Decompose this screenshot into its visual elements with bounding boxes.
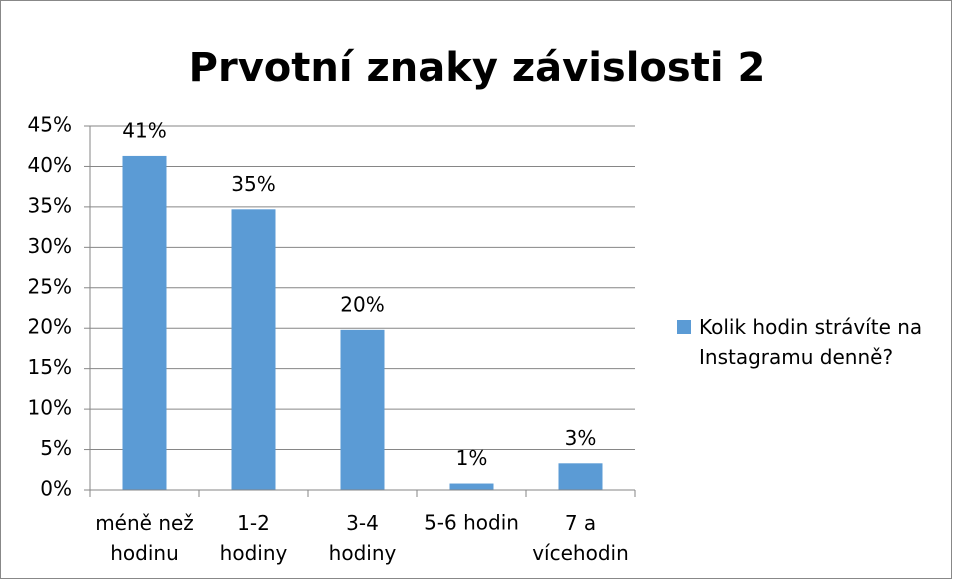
y-tick-label: 5%	[40, 436, 72, 460]
bar	[340, 329, 385, 490]
y-tick-label: 20%	[28, 315, 72, 339]
data-label: 1%	[456, 446, 488, 470]
y-tick-label: 35%	[28, 193, 72, 217]
y-tick-label: 25%	[28, 274, 72, 298]
y-tick-label: 40%	[28, 153, 72, 177]
y-tick-label: 30%	[28, 234, 72, 258]
data-label: 20%	[340, 292, 384, 316]
legend-swatch	[677, 320, 691, 334]
data-label: 35%	[231, 172, 275, 196]
y-tick-label: 45%	[28, 113, 72, 137]
bar	[449, 483, 494, 490]
x-tick-label: méně než hodinu	[95, 511, 194, 565]
bar	[231, 209, 276, 490]
y-tick-label: 10%	[28, 396, 72, 420]
chart-title: Prvotní znaky závislosti 2	[189, 45, 766, 91]
data-label: 3%	[565, 426, 597, 450]
x-tick-label: 7 a vícehodin	[532, 511, 629, 565]
data-label: 41%	[122, 118, 166, 142]
y-tick-label: 15%	[28, 355, 72, 379]
x-tick-label: 5-6 hodin	[424, 511, 519, 535]
legend-label: Kolik hodin strávíte na Instagramu denně?	[699, 315, 922, 369]
x-tick-label: 3-4 hodiny	[329, 511, 397, 565]
y-tick-label: 0%	[40, 477, 72, 501]
bar	[122, 155, 167, 490]
x-tick-label: 1-2 hodiny	[220, 511, 288, 565]
bar	[558, 463, 603, 490]
